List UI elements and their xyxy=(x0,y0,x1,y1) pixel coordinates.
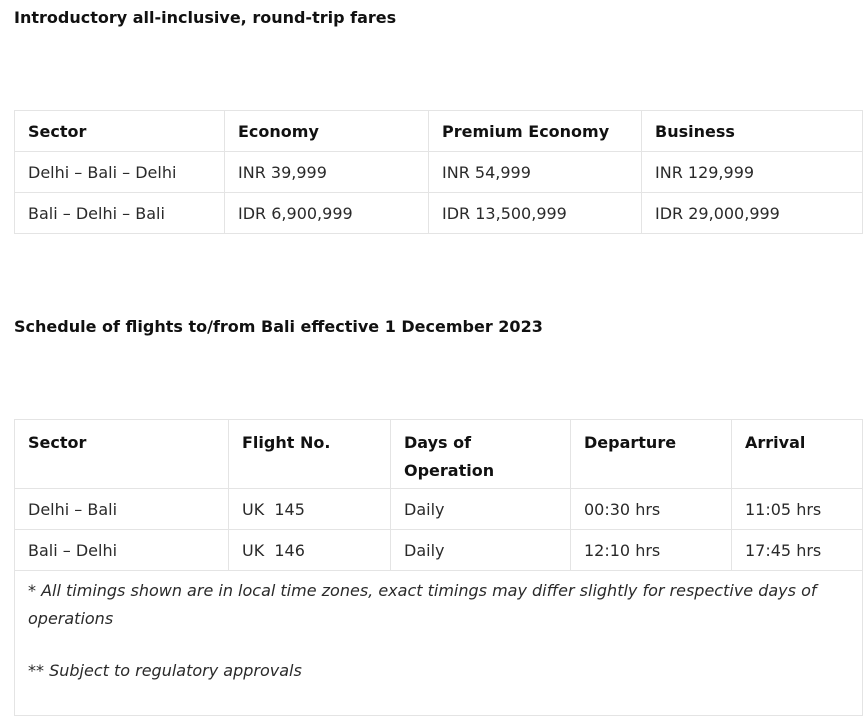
cell-flight-no: UK 146 xyxy=(228,529,391,571)
cell-departure: 00:30 hrs xyxy=(570,488,732,530)
cell-days-of-operation: Daily xyxy=(390,488,571,530)
cell-days-of-operation: Daily xyxy=(390,529,571,571)
cell-flight-no: UK 145 xyxy=(228,488,391,530)
column-header-business: Business xyxy=(641,110,863,152)
column-header-flight-no: Flight No. xyxy=(228,419,391,489)
cell-arrival: 17:45 hrs xyxy=(731,529,863,571)
table-header-row: Sector Flight No. Days of Operation Depa… xyxy=(14,419,863,489)
column-header-days-of-operation: Days of Operation xyxy=(390,419,571,489)
cell-sector: Bali – Delhi xyxy=(14,529,229,571)
cell-sector: Delhi – Bali – Delhi xyxy=(14,151,225,193)
table-row: Delhi – Bali UK 145 Daily 00:30 hrs 11:0… xyxy=(14,488,863,530)
regulatory-note: ** Subject to regulatory approvals xyxy=(28,661,302,680)
table-row: Bali – Delhi UK 146 Daily 12:10 hrs 17:4… xyxy=(14,529,863,571)
fares-heading: Introductory all-inclusive, round-trip f… xyxy=(14,8,397,27)
timing-note: * All timings shown are in local time zo… xyxy=(28,581,817,628)
cell-sector: Bali – Delhi – Bali xyxy=(14,192,225,234)
table-row: Bali – Delhi – Bali IDR 6,900,999 IDR 13… xyxy=(14,192,863,234)
cell-departure: 12:10 hrs xyxy=(570,529,732,571)
column-header-arrival: Arrival xyxy=(731,419,863,489)
fares-table: Sector Economy Premium Economy Business … xyxy=(14,110,863,234)
cell-arrival: 11:05 hrs xyxy=(731,488,863,530)
cell-sector: Delhi – Bali xyxy=(14,488,229,530)
notes-row: * All timings shown are in local time zo… xyxy=(14,570,863,716)
column-header-economy: Economy xyxy=(224,110,429,152)
column-header-sector: Sector xyxy=(14,110,225,152)
table-header-row: Sector Economy Premium Economy Business xyxy=(14,110,863,152)
schedule-heading: Schedule of flights to/from Bali effecti… xyxy=(14,317,543,336)
cell-economy-fare: IDR 6,900,999 xyxy=(224,192,429,234)
cell-premium-economy-fare: IDR 13,500,999 xyxy=(428,192,642,234)
column-header-premium-economy: Premium Economy xyxy=(428,110,642,152)
cell-economy-fare: INR 39,999 xyxy=(224,151,429,193)
cell-business-fare: INR 129,999 xyxy=(641,151,863,193)
cell-premium-economy-fare: INR 54,999 xyxy=(428,151,642,193)
cell-business-fare: IDR 29,000,999 xyxy=(641,192,863,234)
column-header-sector: Sector xyxy=(14,419,229,489)
schedule-table: Sector Flight No. Days of Operation Depa… xyxy=(14,419,863,716)
notes-cell: * All timings shown are in local time zo… xyxy=(14,570,863,716)
table-row: Delhi – Bali – Delhi INR 39,999 INR 54,9… xyxy=(14,151,863,193)
column-header-departure: Departure xyxy=(570,419,732,489)
